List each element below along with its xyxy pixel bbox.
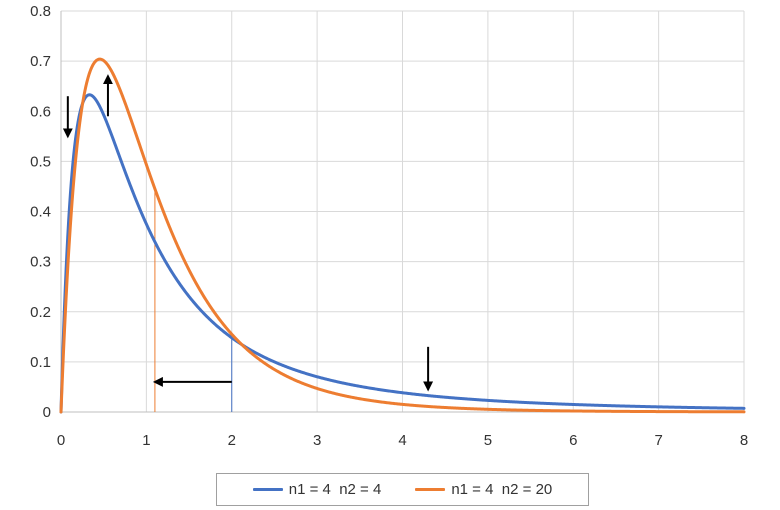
y-tick-label: 0.5: [30, 153, 51, 170]
y-tick-label: 0.3: [30, 254, 51, 271]
legend-swatch-series-2: [415, 488, 446, 491]
x-tick-label: 7: [654, 432, 662, 449]
legend-swatch-series-1: [252, 488, 283, 491]
legend-item-series-1: n1 = 4 n2 = 4: [252, 481, 382, 498]
f-distribution-chart: 0 0.1 0.2 0.3 0.4 0.5 0.6 0.7 0.8 0 1 2 3 4 5 6 7 8: [30, 3, 748, 449]
x-tick-label: 0: [57, 432, 65, 449]
x-tick-label: 8: [740, 432, 748, 449]
legend: n1 = 4 n2 = 4 n1 = 4 n2 = 20: [216, 473, 589, 506]
series-lines: [59, 57, 746, 414]
legend-item-series-2: n1 = 4 n2 = 20: [415, 481, 552, 498]
x-tick-label: 4: [398, 432, 406, 449]
y-tick-label: 0.4: [30, 204, 51, 221]
annotation-arrows: [62, 74, 434, 392]
y-tick-label: 0.6: [30, 103, 51, 120]
x-tick-label: 6: [569, 432, 577, 449]
grid-lines: [61, 10, 745, 412]
y-tick-label: 0.8: [30, 3, 51, 20]
series-line-2: [59, 57, 746, 414]
x-tick-label: 1: [142, 432, 150, 449]
y-tick-label: 0.7: [30, 53, 51, 70]
legend-label-series-1: n1 = 4 n2 = 4: [288, 481, 382, 498]
x-tick-label: 3: [313, 432, 321, 449]
tick-labels: 0 0.1 0.2 0.3 0.4 0.5 0.6 0.7 0.8 0 1 2 3 4 5 6 7 8: [30, 3, 748, 449]
x-tick-label: 2: [228, 432, 236, 449]
y-tick-label: 0: [43, 404, 51, 421]
x-tick-label: 5: [484, 432, 492, 449]
y-tick-label: 0.1: [30, 354, 51, 371]
series-line-1: [59, 93, 746, 414]
y-tick-label: 0.2: [30, 304, 51, 321]
legend-label-series-2: n1 = 4 n2 = 20: [451, 481, 553, 498]
reference-lines: [154, 191, 233, 412]
